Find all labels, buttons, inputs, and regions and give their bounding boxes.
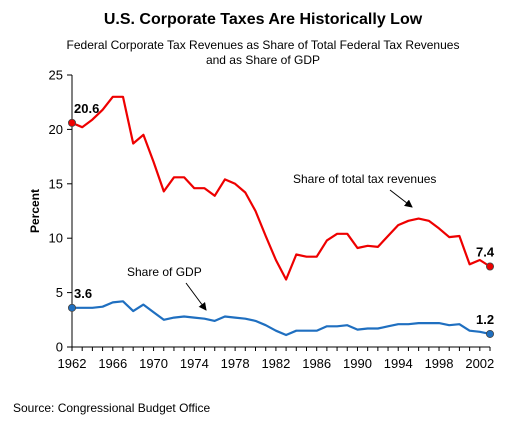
y-tick-label: 5 — [56, 285, 63, 300]
line-chart: 0 5 10 15 20 25 1962 1966 1970 1974 1978 1982 1986 19… — [28, 68, 495, 372]
data-label: 7.4 — [476, 244, 495, 259]
x-tick-label: 1970 — [139, 356, 168, 371]
y-tick-label: 10 — [49, 231, 63, 246]
endpoint-marker — [68, 303, 77, 312]
x-tick-label: 1962 — [58, 356, 87, 371]
series-annotation: Share of GDP — [127, 265, 202, 279]
x-tick-label: 1978 — [221, 356, 250, 371]
x-tick-label: 2002 — [465, 356, 494, 371]
annotation-arrow — [389, 189, 413, 208]
x-tick-label: 1966 — [98, 356, 127, 371]
x-tick-label: 1982 — [261, 356, 290, 371]
y-tick-label: 25 — [49, 68, 63, 83]
y-axis-label: Percent — [28, 189, 42, 233]
series-line-0 — [71, 95, 491, 281]
chart-title: U.S. Corporate Taxes Are Historically Lo… — [103, 11, 423, 28]
y-tick-label: 15 — [49, 176, 63, 191]
x-tick-label: 1994 — [384, 356, 413, 371]
y-tick-label: 20 — [49, 122, 63, 137]
source-note: Source: Congressional Budget Office — [13, 401, 211, 415]
x-tick-label: 1986 — [302, 356, 331, 371]
series-line-1 — [72, 300, 491, 337]
x-tick-label: 1990 — [343, 356, 372, 371]
chart-subtitle-line-2: and as Share of GDP — [205, 53, 321, 67]
x-tick-label: 1998 — [425, 356, 454, 371]
x-tick-label: 1974 — [180, 356, 209, 371]
chart-subtitle-line-1: Federal Corporate Tax Revenues as Share … — [66, 38, 460, 52]
y-tick-label: 0 — [56, 340, 63, 355]
endpoint-marker — [68, 118, 77, 127]
series-annotation: Share of total tax revenues — [293, 172, 436, 186]
endpoint-marker — [485, 329, 494, 338]
annotation-arrow — [185, 282, 207, 311]
data-label: 20.6 — [74, 101, 99, 116]
endpoint-marker — [485, 262, 494, 271]
data-label: 1.2 — [476, 312, 494, 327]
data-label: 3.6 — [74, 286, 92, 301]
